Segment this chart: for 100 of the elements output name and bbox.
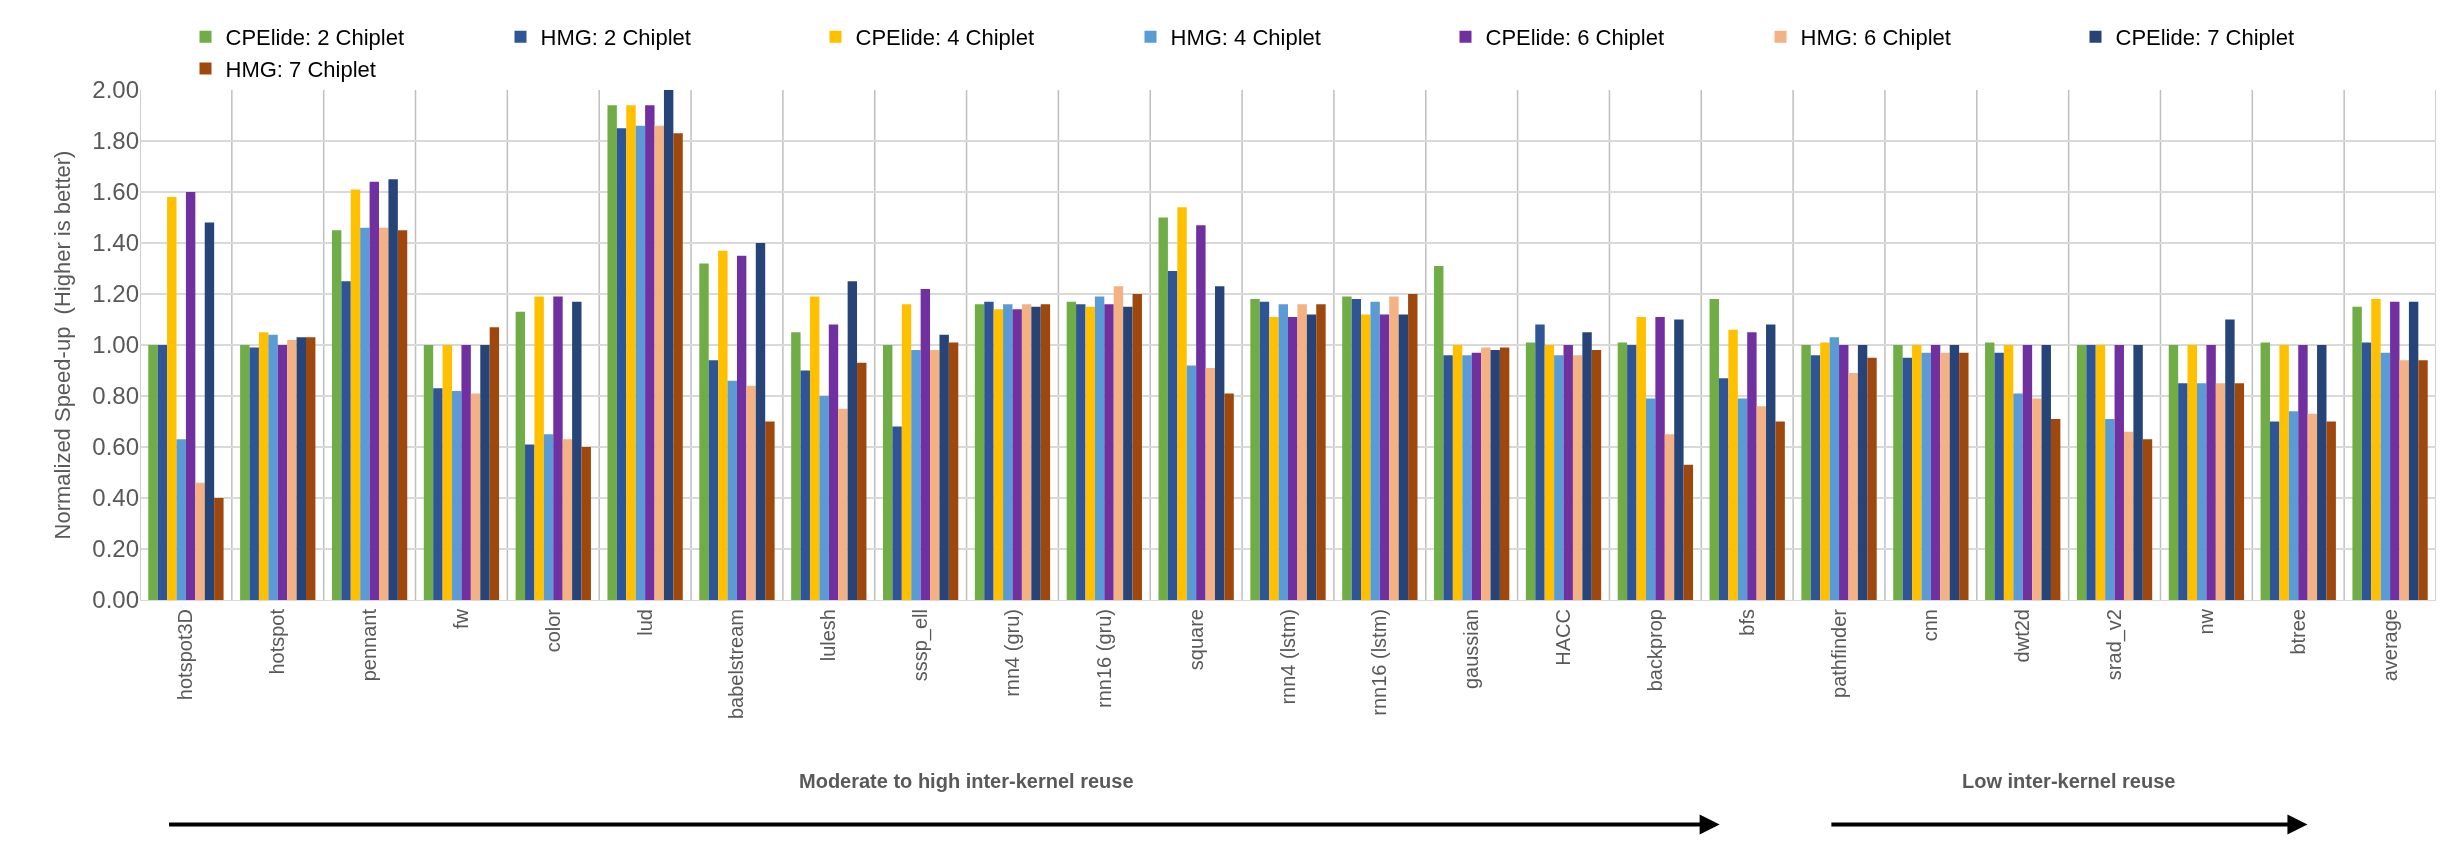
bar	[635, 125, 646, 600]
bar	[249, 347, 259, 600]
legend-label: HMG: 6 Chiplet	[1800, 25, 1951, 51]
legend-label: CPElide: 6 Chiplet	[1485, 25, 1665, 51]
bar	[1563, 345, 1573, 600]
legend-label: CPElide: 2 Chiplet	[225, 25, 405, 51]
bar	[1994, 352, 2004, 600]
bar	[1408, 294, 1418, 600]
bar	[1582, 332, 1592, 600]
bar	[2408, 301, 2419, 600]
bar	[1379, 314, 1390, 600]
bar	[562, 439, 573, 600]
bar	[920, 288, 931, 600]
bar	[1224, 393, 1234, 600]
x-tick-label: dwt2d	[2011, 609, 2034, 663]
y-tick-label: 0.40	[92, 484, 139, 512]
legend-label: CPElide: 4 Chiplet	[855, 25, 1035, 51]
bar	[1094, 296, 1105, 600]
bar	[673, 133, 683, 600]
y-tick-label: 0.00	[92, 586, 139, 614]
bar	[1893, 345, 1903, 600]
bar	[2215, 383, 2226, 600]
bar	[1839, 345, 1849, 600]
bar	[882, 345, 893, 600]
bar	[948, 342, 959, 600]
bar	[892, 426, 902, 600]
x-tick-label: sssp_ell	[909, 609, 933, 682]
bar	[1177, 207, 1187, 600]
x-tick-label: HACC	[1552, 609, 1575, 666]
bar	[1709, 299, 1719, 600]
bar	[993, 309, 1004, 600]
bar	[369, 181, 380, 600]
bar	[939, 334, 949, 600]
bar	[1775, 421, 1785, 600]
bar	[442, 345, 453, 600]
x-tick-label: cnn	[1919, 609, 1942, 642]
x-tick-label: square	[1184, 609, 1207, 671]
bar	[2260, 342, 2270, 600]
x-tick-label: pennant	[358, 608, 381, 682]
bar	[2361, 342, 2372, 600]
bar	[1003, 304, 1013, 600]
bar	[1132, 294, 1142, 600]
bar	[838, 408, 848, 600]
x-tick-label: average	[2378, 609, 2401, 682]
bar	[1801, 345, 1811, 600]
bar	[1434, 265, 1444, 600]
bar	[268, 334, 278, 600]
bar	[819, 396, 829, 600]
bar	[765, 421, 775, 600]
y-tick-label: 1.20	[92, 280, 139, 308]
bar	[2390, 301, 2400, 600]
y-tick-label: 1.00	[92, 331, 139, 359]
bar	[1021, 304, 1032, 600]
bar	[1737, 398, 1748, 600]
bar	[663, 90, 674, 600]
bar	[452, 390, 462, 600]
bar	[148, 345, 158, 600]
bar	[1921, 352, 1931, 600]
bar	[306, 337, 316, 600]
bar	[525, 444, 535, 600]
bar	[1085, 306, 1095, 600]
bar	[2032, 398, 2042, 600]
bar	[1747, 332, 1757, 600]
bar	[1544, 345, 1555, 600]
y-tick-label: 0.60	[92, 433, 139, 461]
bar	[2298, 345, 2308, 600]
bar	[2133, 345, 2143, 600]
bar	[1867, 357, 1877, 600]
bar	[645, 105, 655, 600]
bar	[214, 498, 224, 600]
bar	[1259, 301, 1270, 600]
bar	[1316, 304, 1326, 600]
bar	[974, 304, 985, 600]
bar	[911, 350, 921, 600]
bar	[2076, 345, 2087, 600]
bar	[1012, 309, 1022, 600]
y-tick-label: 1.40	[92, 229, 139, 257]
bar	[616, 128, 627, 600]
bar	[1985, 342, 1995, 600]
bar	[296, 337, 306, 600]
bar	[397, 230, 408, 600]
bar	[1525, 342, 1536, 600]
bar	[1306, 314, 1317, 600]
bar	[2041, 345, 2051, 600]
bar	[2270, 421, 2280, 600]
text: Low inter-kernel reuse	[1962, 770, 2176, 792]
bar	[847, 281, 858, 600]
bar	[461, 345, 471, 600]
legend-label: CPElide: 7 Chiplet	[2115, 25, 2295, 51]
bar	[2234, 383, 2245, 600]
x-tick-label: hotspot3D	[174, 609, 197, 701]
x-tick-label: nw	[2194, 608, 2217, 635]
bar	[2114, 345, 2124, 600]
bar	[2279, 345, 2289, 600]
bar	[185, 192, 196, 600]
bar	[607, 105, 617, 600]
bar	[2206, 345, 2216, 600]
bar	[1535, 324, 1545, 600]
bar	[1617, 342, 1628, 600]
bar	[204, 222, 215, 600]
